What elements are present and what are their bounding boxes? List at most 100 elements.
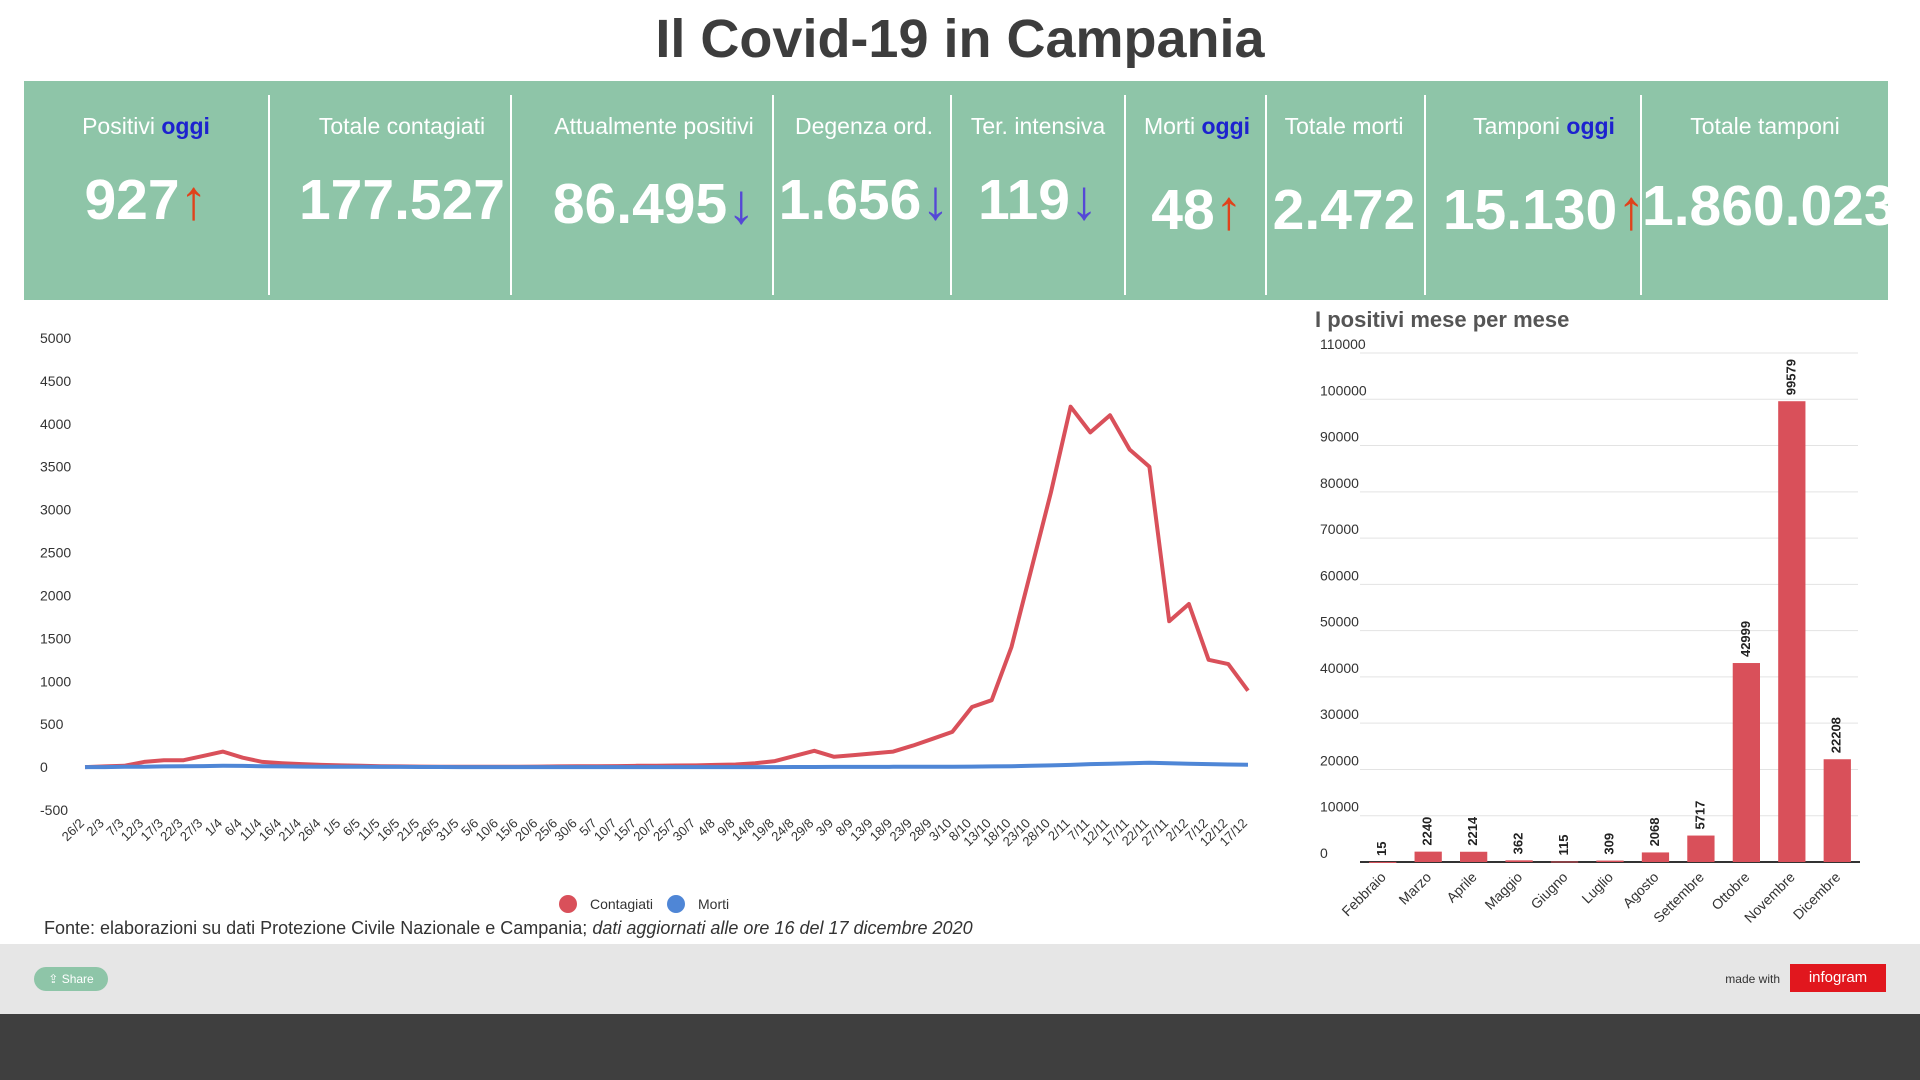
x-tick-label: Marzo [1395,869,1434,908]
bar-chart-title: I positivi mese per mese [1315,307,1569,332]
x-tick-label: 26/2 [59,816,88,845]
divider [1265,95,1267,295]
bar [1687,835,1715,862]
y-tick-label: 80000 [1320,475,1359,491]
bar-value-label: 5717 [1692,801,1707,830]
stat-morti-oggi: Morti oggi 48↑ [1126,81,1268,300]
stat-value: 2.472 [1272,178,1416,242]
x-tick-label: Dicembre [1790,869,1844,923]
stat-label: Totale tamponi [1690,113,1840,139]
y-tick-label: 100000 [1320,382,1367,398]
bar [1732,663,1760,862]
stat-totale-morti: Totale morti 2.472 [1267,81,1421,300]
y-tick-label: 40000 [1320,660,1359,676]
stat-value: 48↑ [1151,178,1243,242]
x-tick-label: Giugno [1527,869,1570,912]
x-tick-label: Ottobre [1708,869,1752,913]
y-tick-label: 0 [1320,845,1328,861]
x-tick-label: Aprile [1443,869,1480,906]
bar-value-label: 99579 [1783,359,1798,395]
arrow-down-icon: ↓ [727,172,756,235]
y-tick-label: 4000 [40,416,71,432]
y-tick-label: 3000 [40,502,71,518]
arrow-down-icon: ↓ [1069,168,1098,231]
footer-bar: ⇪ Share made with infogram [0,944,1920,1014]
bar-value-label: 15 [1374,841,1389,855]
page-title: Il Covid-19 in Campania [655,9,1265,69]
stat-label: Degenza ord. [794,113,934,139]
bar [1641,852,1670,862]
stat-label: Tamponi oggi [1473,113,1615,139]
bar [1460,851,1488,862]
y-tick-label: 90000 [1320,429,1359,445]
y-tick-label: 1500 [40,630,71,646]
divider [268,95,270,295]
made-with-label: made with [1725,972,1780,986]
stat-value: 15.130↑ [1442,178,1646,242]
stat-totale-tamponi: Totale tamponi 1.860.023 [1642,81,1896,300]
y-tick-label: 30000 [1320,706,1359,722]
arrow-up-icon: ↑ [1214,178,1243,241]
legend-label: Contagiati [590,896,653,912]
y-tick-label: 3500 [40,459,71,475]
bar-chart: I positivi mese per mese 0 10000 20000 3000… [1315,307,1860,926]
series-line-morti [85,760,1249,770]
stat-ter-intensiva: Ter. intensiva 119↓ [952,81,1124,300]
divider [1124,95,1126,295]
bar-value-label: 22208 [1829,717,1844,753]
bar-value-label: 2214 [1465,816,1480,846]
stat-label: Morti oggi [1143,113,1251,139]
bar-value-label: 115 [1556,834,1571,855]
y-tick-label: 2000 [40,587,71,603]
series-line-contagiati [84,404,1250,770]
y-tick-label: 10000 [1320,799,1359,815]
bar [1823,759,1851,862]
y-tick-label: 60000 [1320,567,1359,583]
y-tick-label: 5000 [40,330,71,346]
bar-value-label: 309 [1601,833,1616,855]
bar-value-label: 2240 [1420,817,1435,846]
y-tick-label: 110000 [1320,336,1366,352]
y-tick-label: 4500 [40,373,71,389]
x-tick-label: Febbraio [1338,869,1389,920]
bar-value-label: 362 [1511,833,1526,855]
bar [1596,860,1624,862]
stat-value: 86.495↓ [552,172,756,236]
stat-tamponi-oggi: Tamponi oggi 15.130↑ [1426,81,1662,300]
bar-value-label: 2068 [1647,818,1662,847]
stat-value: 1.656↓ [778,168,950,232]
divider [772,95,774,295]
x-tick-label: Agosto [1619,869,1661,911]
stat-value: 927↑ [84,168,208,232]
divider [1640,95,1642,295]
y-tick-label: 1000 [40,673,71,689]
bar [1778,401,1806,862]
x-tick-label: 29/8 [788,816,817,845]
stat-value: 177.527 [298,168,506,232]
y-tick-label: 500 [40,716,64,732]
share-button[interactable]: ⇪ Share [34,967,108,991]
bar [1550,861,1579,863]
stats-banner: Positivi oggi 927↑ Totale contagiati 177… [24,81,1896,300]
stat-positivi-oggi: Positivi oggi 927↑ [24,81,268,300]
divider [950,95,952,295]
y-tick-label: 50000 [1320,614,1359,630]
stat-value: 1.860.023 [1642,174,1896,238]
legend-marker [667,895,685,913]
stat-label: Positivi oggi [82,113,210,139]
y-tick-label: -500 [40,802,68,818]
stat-attualmente-positivi: Attualmente positivi 86.495↓ [512,81,796,300]
x-tick-label: 26/4 [295,816,324,845]
arrow-up-icon: ↑ [179,168,208,231]
infogram-logo[interactable]: infogram [1790,964,1886,992]
divider [1424,95,1426,295]
divider [510,95,512,295]
x-tick-label: 30/6 [551,816,580,845]
stat-label: Ter. intensiva [970,113,1106,139]
x-tick-label: Luglio [1578,869,1616,907]
share-label: Share [61,972,94,986]
y-tick-label: 20000 [1320,752,1359,768]
bar-value-label: 42999 [1738,621,1753,657]
share-icon: ⇪ [48,972,59,986]
y-tick-label: 0 [40,759,48,775]
